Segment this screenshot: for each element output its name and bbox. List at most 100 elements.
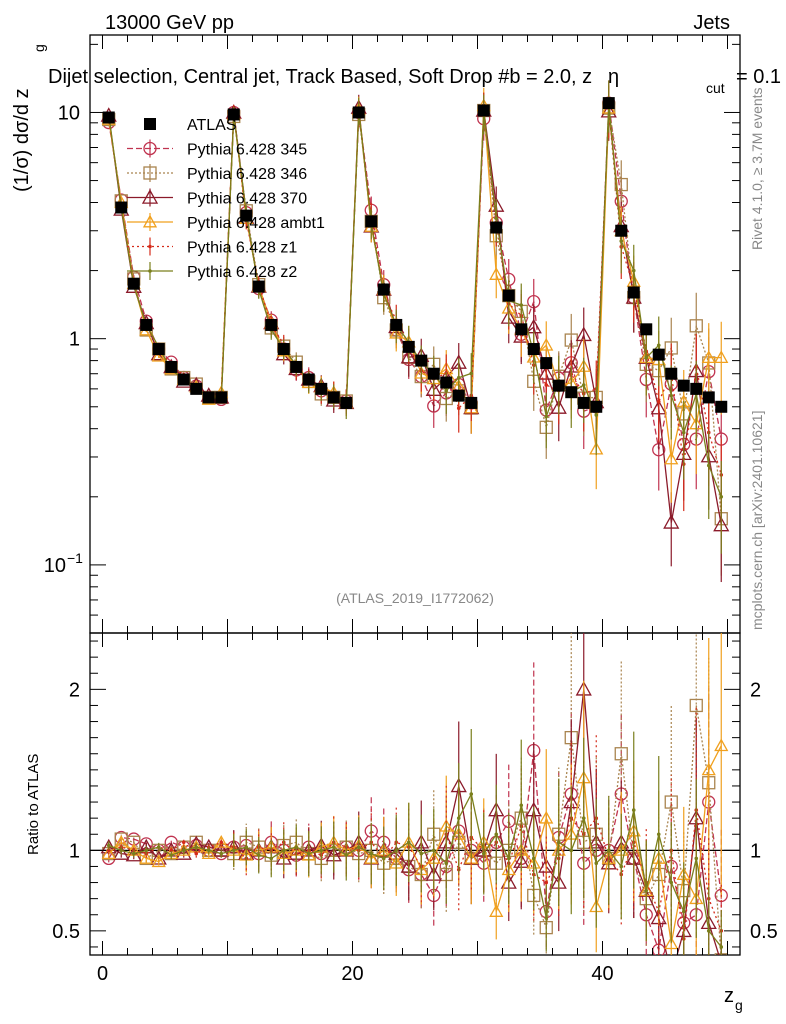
atlas-data-point: [240, 209, 253, 222]
series-point-ratio: [169, 853, 174, 857]
series-point-ratio: [614, 747, 628, 761]
legend-label: Pythia 6.428 z1: [187, 240, 297, 257]
series-point-ratio: [706, 929, 711, 933]
y-tick-label: 10: [58, 102, 80, 124]
series-point-main: [656, 399, 661, 404]
series-point-ratio: [481, 851, 486, 856]
series-point-ratio: [244, 845, 249, 849]
series-point-ratio: [331, 845, 336, 849]
main-plot-area: [100, 80, 730, 583]
atlas-data-point: [315, 382, 328, 395]
legend-label: Pythia 6.428 345: [187, 142, 307, 159]
series-point-ratio: [664, 936, 679, 950]
series-point-ratio: [125, 846, 142, 862]
series-point-ratio: [139, 851, 154, 864]
series-point-ratio: [101, 846, 116, 860]
ratio-axis-label: Ratio to ATLAS: [25, 754, 42, 855]
series-point-ratio: [106, 848, 111, 853]
series-point-main: [681, 430, 686, 435]
x-axis-label: z: [724, 985, 734, 1007]
series-point-ratio: [214, 834, 229, 848]
series-point-ratio: [113, 845, 130, 860]
atlas-data-point: [177, 373, 190, 386]
series-point-main: [539, 337, 554, 351]
series-point-ratio: [494, 832, 499, 837]
series-point-ratio: [181, 840, 186, 845]
series-point-main: [614, 177, 628, 192]
series-point-main: [669, 393, 674, 398]
atlas-data-point: [340, 396, 353, 409]
series-point-ratio: [306, 851, 311, 856]
atlas-data-point: [127, 277, 140, 290]
series-point-ratio: [369, 851, 374, 856]
series-point-ratio: [644, 888, 649, 893]
series-point-main: [544, 414, 549, 419]
series-point-ratio: [419, 851, 424, 856]
atlas-data-point: [302, 373, 315, 386]
plot-title: Dijet selection, Central jet, Track Base…: [48, 66, 592, 88]
atlas-data-point: [202, 391, 215, 404]
atlas-data-point: [115, 201, 128, 214]
series-point-main: [494, 216, 499, 220]
atlas-data-point: [465, 396, 478, 409]
legend: ATLAS Pythia 6.428 345 Pythia 6.428 346 Pyt…: [127, 117, 325, 281]
legend-label: Pythia 6.428 z2: [187, 264, 297, 281]
legend-label: Pythia 6.428 346: [187, 166, 307, 183]
series-point-ratio: [144, 848, 149, 853]
x-tick-label: 0: [97, 963, 108, 985]
atlas-data-point: [565, 386, 578, 399]
legend-marker: [142, 214, 158, 228]
atlas-data-point: [715, 400, 728, 413]
series-point-main: [689, 319, 703, 333]
atlas-data-point: [515, 323, 528, 336]
x-axis-label-subscript: g: [735, 997, 743, 1013]
atlas-data-point: [490, 221, 503, 234]
atlas-data-point: [477, 104, 490, 117]
series-point-ratio: [556, 840, 561, 845]
series-point-ratio: [456, 816, 461, 820]
x-tick-label: 40: [591, 963, 613, 985]
series-point-main: [489, 267, 504, 280]
y-tick-label: 1: [69, 329, 80, 351]
series-point-ratio: [201, 846, 216, 860]
plot-title-subscript: cut: [706, 80, 725, 96]
series-point-ratio: [406, 840, 411, 845]
series-point-main: [544, 383, 549, 387]
atlas-data-point: [277, 343, 290, 356]
series-point-ratio: [151, 854, 166, 868]
legend-marker: [143, 141, 157, 156]
atlas-data-point: [665, 367, 678, 380]
series-point-ratio: [294, 845, 299, 849]
atlas-data-point: [215, 391, 228, 404]
series-line-main: [108, 103, 722, 450]
atlas-data-point: [677, 379, 690, 392]
series-point-ratio: [569, 848, 574, 853]
analysis-id: (ATLAS_2019_I1772062): [336, 590, 494, 606]
atlas-data-point: [427, 367, 440, 380]
series-point-main: [456, 375, 461, 380]
series-point-ratio: [721, 954, 722, 955]
series-point-ratio: [469, 792, 474, 796]
category-label: Jets: [693, 12, 730, 34]
y-tick-exponent: −1: [67, 550, 83, 566]
x-tick-label: 20: [341, 963, 363, 985]
ratio-tick-label-right: 0.5: [750, 921, 778, 943]
series-point-main: [619, 239, 624, 243]
plot-title-tail: = 0.1: [736, 66, 781, 88]
atlas-data-point: [377, 283, 390, 296]
energy-label: 13000 GeV pp: [105, 12, 234, 34]
atlas-data: [102, 97, 728, 413]
series-point-ratio: [631, 808, 636, 812]
ratio-tick-label: 0.5: [52, 921, 80, 943]
legend-label: Pythia 6.428 ambt1: [187, 215, 325, 232]
atlas-data-point: [327, 391, 340, 404]
atlas-data-point: [190, 382, 203, 395]
atlas-data-point: [390, 318, 403, 331]
series-point-ratio: [606, 848, 611, 853]
atlas-data-point: [290, 360, 303, 373]
series-point-ratio: [669, 880, 674, 885]
series-point-ratio: [594, 861, 599, 866]
atlas-data-point: [552, 379, 565, 392]
atlas-data-point: [102, 111, 115, 124]
series-point-ratio: [169, 848, 174, 853]
